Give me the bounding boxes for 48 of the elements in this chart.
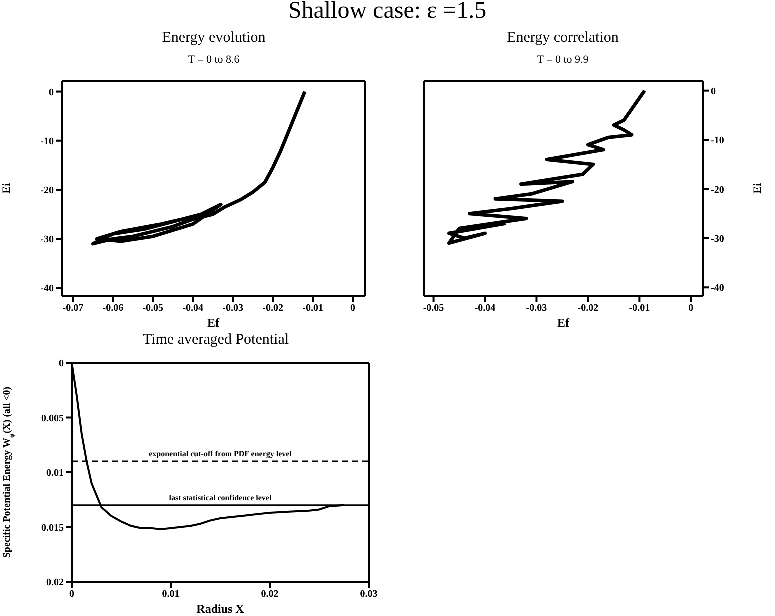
x-axis-title: Ef (558, 316, 571, 330)
x-tick-label: -0.01 (629, 303, 650, 314)
x-tick-label: -0.04 (182, 303, 204, 314)
chart-title: Energy evolution (161, 30, 267, 47)
x-tick-label: -0.03 (222, 303, 244, 314)
y-tick-label: 0 (49, 87, 54, 98)
x-axis-title: Ef (208, 316, 221, 330)
y-tick-label: 0 (59, 358, 64, 370)
x-tick-label: 0.01 (162, 589, 180, 600)
y-tick-label: -20 (40, 186, 54, 197)
text: Shallow case: ε =1.5 (287, 0, 488, 25)
x-tick-label: 0.02 (261, 589, 279, 600)
chart-subtitle: T = 0 to 9.9 (536, 54, 590, 66)
y-tick-label: 0.005 (42, 413, 64, 424)
y-tick-label: 0.02 (46, 578, 64, 589)
y-tick-label: -40 (40, 284, 54, 295)
x-tick-label: -0.07 (62, 303, 84, 314)
y2-tick-label: -20 (711, 184, 724, 196)
chart-subtitle: T = 0 to 8.6 (187, 54, 241, 66)
y2-tick-label: -30 (711, 234, 724, 245)
x-tick-label: -0.05 (423, 303, 444, 314)
x-tick-label: 0 (350, 303, 356, 314)
x-tick-label: 0.03 (360, 589, 378, 600)
line-series (91, 90, 307, 246)
x-tick-label: -0.01 (302, 303, 324, 314)
y2-tick-label: -10 (711, 136, 724, 147)
x-tick-label: 0 (70, 589, 74, 600)
chart-title: Time averaged Potential (142, 332, 290, 349)
x-tick-label: -0.06 (102, 303, 124, 314)
y2-tick-label: 0 (711, 86, 716, 98)
x-axis-title: Radius X (196, 602, 245, 616)
line-series (447, 89, 647, 246)
x-tick-label: -0.02 (578, 303, 599, 314)
chart-title: Energy correlation (506, 30, 620, 47)
y-axis-title: Ei (1, 183, 13, 194)
x-tick-label: -0.05 (142, 303, 164, 314)
x-tick-label: -0.03 (526, 303, 548, 314)
x-tick-label: -0.04 (474, 303, 496, 314)
y2-axis-title: Ei (752, 183, 764, 194)
y-tick-label: 0.01 (46, 468, 64, 480)
y-tick-label: 0.015 (42, 522, 64, 534)
y-tick-label: -10 (40, 136, 54, 148)
y2-tick-label: -40 (711, 283, 724, 294)
x-tick-label: 0 (688, 303, 694, 314)
ref-line-label: exponential cut-off from PDF energy level (149, 450, 293, 459)
y-tick-label: -30 (40, 234, 54, 246)
x-tick-label: -0.02 (262, 303, 284, 314)
ref-line-label: last statistical confidence level (169, 493, 272, 502)
